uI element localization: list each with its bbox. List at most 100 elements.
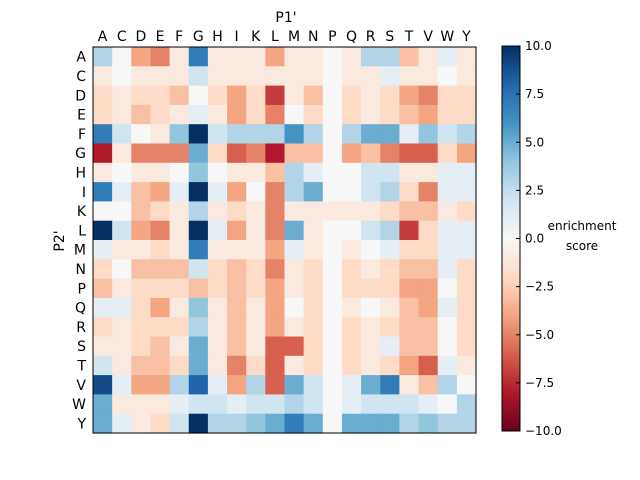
heatmap-cell xyxy=(265,66,286,87)
heatmap-cell xyxy=(456,47,477,67)
heatmap-cell xyxy=(131,104,152,125)
x-tick-label: P xyxy=(328,29,336,45)
heatmap-cell xyxy=(93,220,113,241)
heatmap-cell xyxy=(207,413,228,434)
heatmap-cell xyxy=(380,201,400,222)
heatmap-cell xyxy=(150,240,171,260)
heatmap-cell xyxy=(227,182,247,202)
heatmap-cell xyxy=(93,278,113,299)
heatmap-cell xyxy=(265,355,286,376)
heatmap-cell xyxy=(246,375,266,395)
heatmap-cell xyxy=(322,394,343,415)
heatmap-cell xyxy=(418,124,439,145)
x-tick-label: Q xyxy=(346,29,357,45)
heatmap-cell xyxy=(93,375,113,395)
heatmap-cell xyxy=(131,47,152,67)
heatmap-cell xyxy=(380,297,400,318)
heatmap-cell xyxy=(456,240,477,260)
heatmap-cell xyxy=(341,124,362,145)
x-tick-label: L xyxy=(271,29,279,45)
heatmap-cell xyxy=(341,375,362,395)
heatmap-cell xyxy=(322,375,343,395)
heatmap-cell xyxy=(131,355,152,376)
y-tick-label: I xyxy=(82,185,86,201)
heatmap-cell xyxy=(131,336,152,357)
heatmap-cell xyxy=(399,413,420,434)
heatmap-cell xyxy=(418,162,439,183)
heatmap-cell xyxy=(399,143,420,164)
heatmap-cell xyxy=(227,47,247,67)
heatmap-cell xyxy=(380,240,400,260)
heatmap-cell xyxy=(380,66,400,87)
heatmap-cell xyxy=(380,413,400,434)
heatmap-cell xyxy=(380,336,400,357)
heatmap-cell xyxy=(437,375,458,395)
heatmap-cell xyxy=(399,66,420,87)
heatmap-cell xyxy=(169,259,190,280)
heatmap-cell xyxy=(303,375,324,395)
heatmap-cell xyxy=(284,355,305,376)
heatmap-cell xyxy=(303,413,324,434)
heatmap-cell xyxy=(418,375,439,395)
heatmap-cell xyxy=(207,104,228,125)
heatmap-cell xyxy=(437,47,458,67)
heatmap-cell xyxy=(169,143,190,164)
heatmap-cell xyxy=(112,336,132,357)
heatmap-cell xyxy=(303,162,324,183)
heatmap-cell xyxy=(437,104,458,125)
heatmap-cell xyxy=(437,124,458,145)
heatmap-cell xyxy=(93,240,113,260)
colorbar-tick-label: 10.0 xyxy=(525,39,552,53)
heatmap-cell xyxy=(188,182,209,202)
heatmap-cell xyxy=(207,355,228,376)
y-tick-label: E xyxy=(77,108,86,124)
heatmap-cell xyxy=(361,47,381,67)
heatmap-cell xyxy=(303,317,324,338)
y-tick-label: W xyxy=(72,397,86,413)
heatmap-cell xyxy=(456,143,477,164)
heatmap-cell xyxy=(380,394,400,415)
heatmap-cell xyxy=(207,297,228,318)
x-tick-label: T xyxy=(404,29,414,45)
heatmap-cell xyxy=(188,278,209,299)
x-tick-label: N xyxy=(308,29,318,45)
heatmap-cell xyxy=(437,85,458,106)
heatmap-cell xyxy=(150,355,171,376)
heatmap-cell xyxy=(456,201,477,222)
heatmap-cell xyxy=(227,394,247,415)
heatmap-cell xyxy=(399,85,420,106)
heatmap-cell xyxy=(418,240,439,260)
heatmap-cell xyxy=(93,66,113,87)
heatmap-cell xyxy=(341,394,362,415)
heatmap-cell xyxy=(437,336,458,357)
heatmap-cell xyxy=(112,124,132,145)
heatmap-cell xyxy=(456,355,477,376)
heatmap-cell xyxy=(93,143,113,164)
heatmap-cell xyxy=(284,259,305,280)
heatmap-cell xyxy=(150,259,171,280)
x-tick-label: K xyxy=(251,29,261,45)
heatmap-cell xyxy=(188,240,209,260)
x-tick-label: V xyxy=(423,29,433,45)
heatmap-cell xyxy=(380,47,400,67)
heatmap-cell xyxy=(112,355,132,376)
heatmap-cell xyxy=(437,182,458,202)
heatmap-cell xyxy=(150,413,171,434)
heatmap-cell xyxy=(131,85,152,106)
heatmap-cell xyxy=(418,394,439,415)
heatmap-cell xyxy=(207,143,228,164)
heatmap-cell xyxy=(265,143,286,164)
heatmap-cell xyxy=(188,355,209,376)
heatmap-cell xyxy=(418,143,439,164)
y-tick-label: F xyxy=(78,127,86,143)
y-axis-title: P2' xyxy=(52,230,68,251)
heatmap-cell xyxy=(437,240,458,260)
heatmap-cell xyxy=(150,104,171,125)
heatmap-cell xyxy=(150,143,171,164)
heatmap-cell xyxy=(188,162,209,183)
heatmap-cell xyxy=(380,259,400,280)
heatmap-cell xyxy=(380,104,400,125)
heatmap-cell xyxy=(265,201,286,222)
heatmap-cell xyxy=(169,355,190,376)
